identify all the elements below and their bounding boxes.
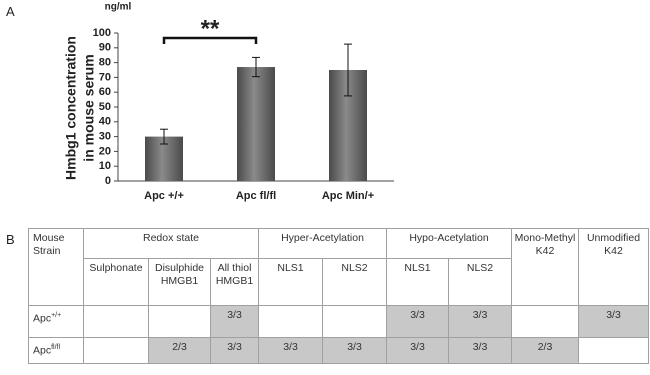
x-tick-label: Apc +/+ — [144, 190, 184, 202]
y-tick-label: 50 — [99, 101, 111, 113]
table-cell: Sulphonate — [83, 258, 149, 306]
table-cell: Apcfl/fl — [28, 337, 84, 364]
table-cell — [148, 305, 211, 338]
y-tick-label: 40 — [99, 116, 111, 128]
y-tick-label: 30 — [99, 131, 111, 143]
table-cell: 3/3 — [258, 337, 324, 364]
table-cell: NLS1 — [386, 258, 450, 306]
error-bar — [344, 43, 352, 97]
table-cell: 3/3 — [209, 305, 260, 338]
y-tick-label: 70 — [99, 71, 111, 83]
panel-label: B — [6, 232, 15, 247]
table-cell: Unmodified K42 — [578, 228, 650, 306]
table-cell: 2/3 — [511, 337, 580, 364]
table-cell — [511, 305, 580, 338]
y-unit: ng/ml — [105, 2, 132, 13]
table-cell: NLS2 — [448, 258, 513, 306]
significance-label: ** — [201, 15, 220, 42]
y-tick-label: 60 — [99, 86, 111, 98]
y-tick-label: 0 — [105, 175, 111, 187]
y-tick-label: 90 — [99, 42, 111, 54]
x-tick-label: Apc Min/+ — [322, 190, 374, 202]
x-tick-label: Apc fl/fl — [236, 190, 276, 202]
table-cell: Hyper-Acetylation — [258, 228, 388, 259]
significance-bracket — [162, 36, 258, 44]
y-tick-label: 100 — [93, 27, 111, 39]
y-tick-label: 20 — [99, 145, 111, 157]
panel-label: A — [6, 4, 15, 19]
error-bar — [160, 128, 168, 145]
error-bar — [252, 56, 260, 78]
table-cell — [322, 305, 388, 338]
bar — [237, 67, 275, 181]
table-cell: All thiol HMGB1 — [209, 258, 260, 306]
table-cell: Redox state — [82, 228, 260, 259]
table-cell — [83, 337, 149, 364]
table-cell: NLS1 — [258, 258, 324, 306]
table-cell: 3/3 — [386, 305, 450, 338]
strain: Apc — [33, 344, 52, 357]
table-cell: 3/3 — [448, 305, 513, 338]
y-tick-label: 80 — [99, 57, 111, 69]
table-cell: 3/3 — [209, 337, 260, 364]
data-table: Mouse Strain Redox state Hyper-Acetylation… — [28, 228, 650, 364]
genotype: +/+ — [51, 312, 62, 319]
table-cell: Disulphide HMGB1 — [148, 258, 211, 306]
table-cell: Mouse Strain — [28, 228, 84, 306]
genotype: fl/fl — [51, 344, 61, 351]
strain: Apc — [33, 312, 52, 325]
table-cell — [258, 305, 324, 338]
chart: ng/ml Hmbg1 concentration in mouse serum… — [63, 2, 394, 202]
y-tick-label: 10 — [99, 160, 111, 172]
y-axis-label: in mouse serum — [81, 54, 97, 161]
table-cell: 3/3 — [322, 337, 388, 364]
table-cell — [578, 337, 650, 364]
table-cell: 2/3 — [148, 337, 211, 364]
table-cell: Hypo-Acetylation — [386, 228, 513, 259]
y-axis-label: Hmbg1 concentration — [63, 36, 79, 180]
table-cell: 3/3 — [448, 337, 513, 364]
table-cell — [83, 305, 149, 338]
table-cell: Apc+/+ — [28, 305, 84, 338]
table-cell: NLS2 — [322, 258, 388, 306]
table-cell: Mono-Methyl K42 — [511, 228, 580, 306]
table-cell: 3/3 — [578, 305, 650, 338]
table-cell: 3/3 — [386, 337, 450, 364]
